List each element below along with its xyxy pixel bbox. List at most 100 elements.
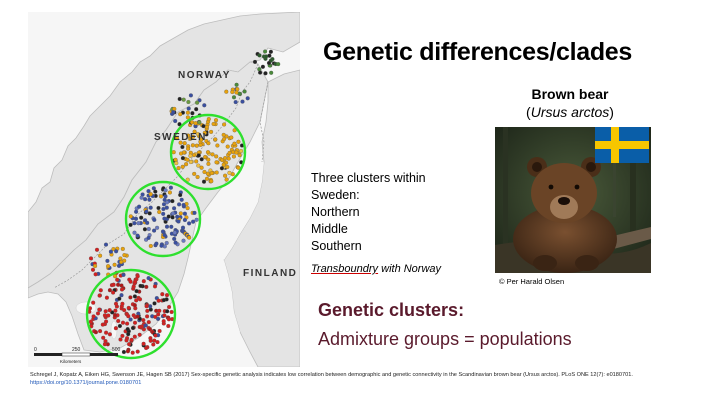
genetic-clusters-text: Admixture groups = populations (318, 329, 572, 349)
sample-point (95, 311, 101, 316)
sample-point (143, 197, 148, 202)
sample-point (166, 323, 171, 329)
sample-point (222, 122, 227, 127)
sample-point (213, 137, 218, 142)
sample-point (142, 227, 147, 232)
sample-point (144, 284, 149, 289)
sample-point (162, 216, 167, 221)
sample-point (148, 243, 153, 249)
sample-point (112, 312, 118, 318)
sample-point (186, 106, 191, 111)
sample-point (209, 171, 214, 176)
sample-point (210, 152, 215, 157)
sample-point (237, 153, 242, 158)
sample-point (156, 298, 161, 303)
sample-point (94, 247, 100, 252)
sample-point (233, 100, 238, 105)
sample-point (112, 262, 117, 267)
sample-point (98, 253, 103, 258)
sample-point (145, 220, 150, 225)
sample-point (106, 264, 111, 269)
sample-point (121, 349, 126, 355)
sample-point (133, 279, 138, 284)
sample-point (211, 121, 216, 127)
sample-point (113, 326, 118, 331)
sample-point (116, 318, 121, 324)
sample-point (97, 307, 102, 312)
sample-point (152, 301, 157, 306)
sample-point (177, 96, 182, 102)
sample-point (133, 216, 139, 221)
sample-point (213, 118, 219, 123)
sample-point (146, 235, 151, 240)
sample-point (225, 144, 230, 149)
sample-point (219, 166, 224, 171)
sample-point (180, 144, 185, 150)
sample-point (161, 202, 167, 207)
sample-point (188, 159, 193, 165)
sample-point (192, 210, 197, 215)
sample-point (102, 313, 107, 318)
sample-point (190, 143, 195, 148)
sample-point (202, 103, 207, 108)
sample-point (145, 314, 150, 319)
sample-point (205, 171, 210, 176)
sample-point (206, 157, 211, 162)
map-label-norway: NORWAY (178, 70, 231, 81)
sample-point (125, 349, 130, 354)
sample-point (93, 263, 98, 269)
sample-point (227, 150, 232, 155)
sample-point (205, 150, 211, 155)
sample-point (128, 214, 133, 219)
sample-point (136, 221, 141, 226)
citation-link[interactable]: https://doi.org/10.1371/journal.pone.018… (30, 380, 142, 386)
sample-point (120, 301, 125, 306)
sample-point (104, 295, 109, 300)
sample-point (226, 156, 231, 161)
sample-point (117, 323, 122, 329)
sample-point (276, 62, 281, 67)
sample-point (108, 249, 113, 254)
sample-point (172, 230, 177, 235)
sample-point (163, 188, 168, 193)
sample-point (137, 204, 142, 209)
sample-point (193, 121, 198, 126)
sample-point (157, 308, 162, 313)
sample-point (164, 200, 170, 205)
sample-point (181, 238, 186, 243)
species-scientific-name-text: Ursus arctos (530, 104, 610, 120)
sweden-flag-icon (595, 127, 649, 163)
sample-point (194, 217, 199, 222)
sample-point (180, 164, 185, 169)
sample-point (166, 214, 171, 219)
sample-point (269, 70, 274, 75)
sample-point (182, 217, 187, 223)
sample-point (135, 314, 140, 319)
sample-point (215, 143, 220, 148)
sample-point (198, 142, 203, 147)
sample-point (120, 320, 126, 325)
sample-point (199, 157, 204, 162)
bear-illustration (495, 127, 651, 273)
sample-point (227, 170, 232, 175)
sample-point (158, 194, 164, 199)
sample-point (132, 320, 138, 325)
sample-point (90, 267, 96, 272)
sample-point (242, 89, 247, 94)
transboundary-word: Transboundry (311, 263, 379, 275)
sample-point (163, 194, 168, 199)
sample-point (221, 132, 226, 137)
sample-point (170, 211, 176, 216)
sample-point (191, 219, 196, 224)
sample-point (146, 226, 151, 232)
sample-point (170, 199, 175, 204)
sample-point (190, 111, 195, 116)
sample-point (258, 70, 263, 75)
sample-point (134, 298, 139, 303)
sample-point (230, 172, 235, 177)
sample-point (128, 295, 133, 300)
sample-point (161, 206, 166, 212)
sample-point (186, 146, 191, 151)
sample-point (264, 54, 269, 59)
sample-point (161, 211, 166, 216)
